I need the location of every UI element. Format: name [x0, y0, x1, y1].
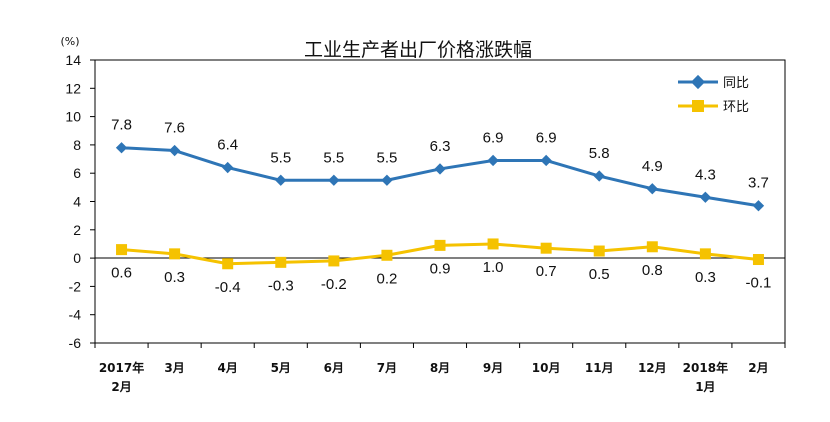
series-point-0: [699, 191, 712, 203]
series-data-label-1: 0.6: [111, 265, 132, 282]
series-point-1: [646, 241, 658, 253]
series-data-label-0: 4.9: [642, 158, 663, 175]
series-point-1: [169, 248, 181, 260]
series-point-1: [540, 242, 552, 254]
y-tick-label: 14: [65, 52, 81, 68]
legend-label-yoy: 同比: [723, 76, 749, 91]
series-point-0: [434, 163, 446, 175]
x-category-label: 7月: [377, 361, 397, 375]
series-point-1: [434, 239, 446, 251]
x-category-label: 4月: [218, 361, 238, 375]
series-point-1: [222, 258, 234, 270]
series-data-label-1: 0.8: [642, 262, 663, 279]
series-data-label-0: 5.5: [270, 149, 291, 166]
series-data-label-1: 0.3: [164, 269, 185, 286]
y-tick-label: 4: [73, 194, 81, 210]
series-point-1: [381, 249, 393, 261]
series-point-0: [487, 154, 499, 167]
series-point-0: [222, 161, 234, 174]
series-point-1: [328, 255, 340, 267]
x-category-label: 2017年: [99, 360, 144, 375]
series-line-0: [121, 146, 759, 208]
series-data-label-1: 0.3: [695, 269, 716, 286]
y-tick-label: -2: [69, 278, 82, 294]
series-data-label-0: 6.9: [483, 129, 504, 146]
series-data-label-1: 0.5: [589, 266, 610, 283]
series-data-label-0: 5.5: [376, 149, 397, 166]
y-axis-ticks: -6 -4 -2 0 2 4 6 8 10 12 14: [65, 52, 95, 351]
legend-marker-yoy: [690, 74, 706, 90]
series-point-0: [381, 174, 393, 186]
series-point-1: [752, 254, 764, 266]
series-data-label-1: -0.3: [268, 277, 294, 294]
x-category-label: 12月: [638, 361, 667, 375]
y-tick-label: 10: [65, 109, 81, 125]
x-category-label-line2: 2月: [111, 380, 131, 394]
y-tick-label: -4: [69, 307, 82, 323]
series-point-0: [540, 154, 552, 167]
series-data-label-0: 3.7: [748, 175, 769, 192]
series-point-1: [593, 245, 605, 257]
legend: 同比 环比: [678, 74, 749, 115]
series-point-1: [275, 256, 287, 268]
series-point-1: [699, 248, 711, 260]
y-tick-label: 0: [73, 250, 81, 266]
series-point-0: [328, 174, 340, 186]
y-axis-unit-label: (%): [60, 35, 79, 48]
x-category-label: 2月: [748, 361, 768, 375]
series-point-0: [646, 183, 658, 195]
series-data-label-1: 0.9: [430, 260, 451, 277]
series-data-label-0: 7.8: [111, 117, 132, 134]
series-point-1: [487, 238, 499, 250]
series-point-0: [115, 142, 128, 154]
series-data-label-0: 7.6: [164, 120, 185, 137]
series-data-label-1: -0.4: [215, 279, 241, 296]
x-category-label: 2018年: [683, 360, 728, 375]
y-tick-label: -6: [69, 335, 82, 351]
series-data-label-1: 0.7: [536, 263, 557, 280]
series-data-label-1: 0.2: [376, 270, 397, 287]
x-category-label: 3月: [164, 361, 184, 375]
series-data-label-0: 5.8: [589, 145, 610, 162]
series-layer: 7.8 7.6 6.4 5.5 5.5 5.5 6.3 6.9 6.9 5.8 4.9 4.3 3.7 0…: [111, 117, 771, 296]
series-data-label-1: 1.0: [483, 259, 504, 276]
series-data-label-0: 6.4: [217, 137, 238, 154]
series-point-0: [752, 200, 765, 212]
chart-title: 工业生产者出厂价格涨跌幅: [304, 39, 532, 61]
series-data-label-0: 6.9: [536, 129, 557, 146]
x-category-label: 10月: [532, 361, 561, 375]
x-category-label: 5月: [271, 361, 291, 375]
series-data-label-1: -0.2: [321, 276, 347, 293]
x-category-label: 9月: [483, 361, 503, 375]
y-tick-label: 6: [73, 165, 81, 181]
x-axis-categories: 2017年 2月 3月 4月 5月 6月 7月 8月 9月 10月 11月 12月 2018年 1月 2月: [94, 343, 786, 394]
y-tick-label: 2: [73, 222, 81, 238]
series-point-1: [116, 244, 128, 256]
series-data-label-0: 5.5: [323, 149, 344, 166]
x-category-label: 6月: [324, 361, 344, 375]
plot-frame: [94, 59, 786, 344]
series-data-label-1: -0.1: [746, 275, 772, 292]
x-category-label: 11月: [585, 361, 614, 375]
y-tick-label: 12: [65, 80, 81, 96]
legend-label-mom: 环比: [723, 100, 749, 115]
x-category-label-line2: 1月: [695, 380, 715, 394]
y-tick-label: 8: [73, 137, 81, 153]
series-data-label-0: 4.3: [695, 166, 716, 183]
series-data-label-0: 6.3: [430, 138, 451, 155]
x-category-label: 8月: [430, 361, 450, 375]
legend-marker-mom: [692, 100, 704, 112]
series-point-0: [275, 174, 287, 186]
series-point-0: [593, 170, 605, 182]
series-point-0: [168, 144, 181, 157]
